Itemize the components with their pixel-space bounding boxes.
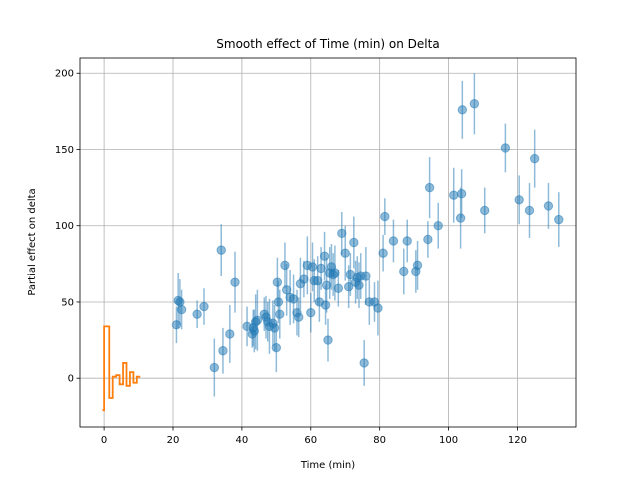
data-point	[349, 237, 359, 248]
data-point	[230, 277, 240, 287]
data-points	[171, 99, 564, 373]
data-point	[399, 266, 409, 277]
data-point	[218, 346, 228, 356]
data-point	[433, 221, 443, 231]
data-point	[294, 312, 304, 322]
data-point	[249, 326, 259, 336]
data-point	[273, 297, 284, 307]
chart-title: Smooth effect of Time (min) on Delta	[216, 37, 439, 51]
data-point	[330, 268, 340, 278]
grid	[80, 58, 576, 427]
data-point	[524, 205, 535, 216]
data-point	[402, 236, 412, 246]
data-point	[288, 294, 299, 304]
data-point	[500, 143, 511, 153]
data-point	[378, 248, 388, 258]
error-bars	[175, 73, 560, 397]
x-tick-label: 60	[304, 435, 317, 446]
data-point	[449, 190, 459, 200]
x-tick-label: 0	[101, 435, 107, 446]
y-tick-label: 200	[55, 69, 74, 80]
data-point	[252, 315, 263, 325]
data-point	[354, 280, 364, 290]
data-point	[312, 275, 323, 286]
data-point	[359, 358, 369, 368]
x-tick-label: 40	[236, 435, 249, 446]
smooth-effect-line	[102, 325, 141, 412]
x-axis-label: Time (min)	[300, 460, 355, 471]
data-point	[480, 205, 490, 216]
data-point	[455, 213, 466, 223]
data-point	[176, 304, 187, 315]
data-point	[316, 263, 326, 274]
data-point	[423, 234, 433, 245]
data-point	[192, 309, 202, 319]
data-point	[199, 301, 209, 312]
data-point	[424, 182, 435, 193]
data-point	[469, 99, 480, 109]
data-point	[529, 153, 540, 164]
data-point	[321, 280, 332, 290]
data-point	[457, 105, 468, 115]
data-point	[216, 245, 226, 255]
data-point	[319, 251, 330, 261]
data-point	[343, 282, 354, 292]
data-point	[361, 271, 371, 281]
data-point	[307, 262, 318, 272]
data-point	[171, 320, 182, 330]
data-point	[281, 285, 292, 295]
data-point	[412, 260, 423, 271]
data-point	[340, 248, 350, 258]
data-point	[388, 236, 399, 246]
data-point	[299, 274, 309, 284]
data-point	[323, 335, 333, 345]
data-point	[320, 300, 331, 310]
data-point	[280, 260, 290, 271]
smooth-line-group	[102, 325, 141, 412]
data-point	[275, 309, 285, 319]
data-point	[272, 277, 283, 287]
data-point	[554, 214, 564, 225]
x-tick-label: 120	[508, 435, 527, 446]
y-tick-label: 150	[55, 145, 74, 156]
plot-frame	[79, 57, 577, 428]
data-point	[225, 329, 235, 339]
y-tick-label: 50	[61, 297, 74, 308]
data-point	[175, 297, 185, 307]
y-axis-ticks: 0 50 100 150 200	[55, 69, 80, 385]
data-point	[380, 211, 390, 222]
x-tick-label: 80	[373, 435, 386, 446]
data-point	[209, 362, 220, 373]
data-point	[337, 228, 347, 239]
x-tick-label: 100	[439, 435, 458, 446]
data-point	[271, 343, 282, 353]
x-tick-label: 20	[167, 435, 180, 446]
y-axis-label: Partial effect on delta	[27, 188, 38, 295]
data-point	[333, 283, 344, 293]
y-tick-label: 0	[68, 374, 74, 385]
data-point	[543, 201, 554, 211]
data-point	[456, 189, 467, 199]
x-axis-ticks: 0 20 40 60 80 100 120	[101, 427, 527, 446]
y-tick-label: 100	[55, 221, 74, 232]
data-point	[373, 303, 383, 313]
data-point	[269, 323, 280, 333]
data-point	[306, 307, 316, 318]
data-point	[514, 195, 524, 205]
